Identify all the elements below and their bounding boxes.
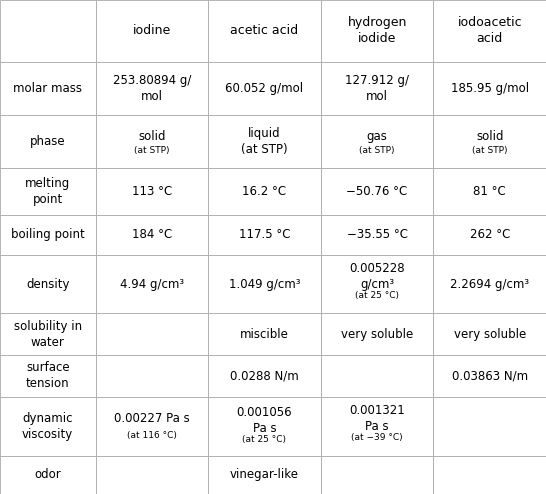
Bar [321, 115, 434, 167]
Bar [434, 254, 546, 314]
Text: surface
tension: surface tension [26, 361, 69, 390]
Bar [0, 456, 96, 494]
Bar [208, 397, 321, 456]
Text: 185.95 g/mol: 185.95 g/mol [450, 82, 529, 95]
Text: (at 25 °C): (at 25 °C) [355, 291, 399, 300]
Text: iodine: iodine [133, 24, 171, 38]
Text: 127.912 g/
mol: 127.912 g/ mol [345, 74, 409, 103]
Text: 0.001321
Pa s: 0.001321 Pa s [349, 404, 405, 433]
Bar [208, 215, 321, 254]
Text: density: density [26, 278, 69, 290]
Text: 0.03863 N/m: 0.03863 N/m [452, 370, 528, 382]
Bar [96, 397, 208, 456]
Text: gas: gas [366, 130, 388, 143]
Text: −35.55 °C: −35.55 °C [347, 228, 407, 241]
Text: (at −39 °C): (at −39 °C) [351, 433, 403, 442]
Bar [0, 314, 96, 355]
Text: 184 °C: 184 °C [132, 228, 172, 241]
Bar [434, 62, 546, 115]
Bar [434, 115, 546, 167]
Text: 4.94 g/cm³: 4.94 g/cm³ [120, 278, 184, 290]
Bar [208, 314, 321, 355]
Text: (at 116 °C): (at 116 °C) [127, 431, 177, 440]
Text: very soluble: very soluble [341, 328, 413, 340]
Bar [96, 0, 208, 62]
Text: 117.5 °C: 117.5 °C [239, 228, 290, 241]
Bar [208, 0, 321, 62]
Bar [434, 167, 546, 215]
Bar [321, 215, 434, 254]
Text: odor: odor [34, 468, 61, 481]
Text: solid: solid [476, 130, 503, 143]
Bar [0, 0, 96, 62]
Bar [321, 254, 434, 314]
Text: 16.2 °C: 16.2 °C [242, 185, 287, 198]
Bar [0, 355, 96, 397]
Bar [321, 456, 434, 494]
Bar [0, 397, 96, 456]
Bar [96, 115, 208, 167]
Text: 0.00227 Pa s: 0.00227 Pa s [114, 412, 189, 425]
Text: 253.80894 g/
mol: 253.80894 g/ mol [112, 74, 191, 103]
Bar [321, 397, 434, 456]
Bar [434, 0, 546, 62]
Bar [321, 355, 434, 397]
Text: iodoacetic
acid: iodoacetic acid [458, 16, 522, 45]
Text: 60.052 g/mol: 60.052 g/mol [225, 82, 304, 95]
Text: miscible: miscible [240, 328, 289, 340]
Text: acetic acid: acetic acid [230, 24, 299, 38]
Bar [96, 355, 208, 397]
Text: 113 °C: 113 °C [132, 185, 172, 198]
Bar [96, 62, 208, 115]
Text: boiling point: boiling point [11, 228, 85, 241]
Text: 81 °C: 81 °C [473, 185, 506, 198]
Bar [96, 215, 208, 254]
Bar [208, 355, 321, 397]
Text: liquid
(at STP): liquid (at STP) [241, 126, 288, 156]
Text: solid: solid [138, 130, 165, 143]
Text: (at STP): (at STP) [134, 146, 170, 155]
Text: vinegar-like: vinegar-like [230, 468, 299, 481]
Text: molar mass: molar mass [13, 82, 82, 95]
Bar [208, 456, 321, 494]
Text: (at 25 °C): (at 25 °C) [242, 435, 287, 444]
Bar [96, 314, 208, 355]
Text: hydrogen
iodide: hydrogen iodide [347, 16, 407, 45]
Bar [434, 397, 546, 456]
Bar [96, 254, 208, 314]
Bar [321, 314, 434, 355]
Bar [0, 167, 96, 215]
Text: 0.001056
Pa s: 0.001056 Pa s [236, 406, 292, 435]
Bar [96, 456, 208, 494]
Bar [321, 167, 434, 215]
Text: 0.0288 N/m: 0.0288 N/m [230, 370, 299, 382]
Bar [321, 62, 434, 115]
Bar [434, 456, 546, 494]
Bar [434, 355, 546, 397]
Bar [208, 62, 321, 115]
Bar [434, 314, 546, 355]
Text: −50.76 °C: −50.76 °C [347, 185, 408, 198]
Bar [0, 62, 96, 115]
Text: very soluble: very soluble [454, 328, 526, 340]
Bar [96, 167, 208, 215]
Text: 1.049 g/cm³: 1.049 g/cm³ [229, 278, 300, 290]
Bar [208, 115, 321, 167]
Text: (at STP): (at STP) [359, 146, 395, 155]
Text: 2.2694 g/cm³: 2.2694 g/cm³ [450, 278, 529, 290]
Text: (at STP): (at STP) [472, 146, 507, 155]
Text: melting
point: melting point [25, 177, 70, 206]
Bar [0, 215, 96, 254]
Text: dynamic
viscosity: dynamic viscosity [22, 412, 73, 441]
Text: solubility in
water: solubility in water [14, 320, 82, 349]
Bar [434, 215, 546, 254]
Text: 0.005228
g/cm³: 0.005228 g/cm³ [349, 262, 405, 291]
Text: 262 °C: 262 °C [470, 228, 510, 241]
Text: phase: phase [30, 135, 66, 148]
Bar [208, 167, 321, 215]
Bar [0, 254, 96, 314]
Bar [208, 254, 321, 314]
Bar [0, 115, 96, 167]
Bar [321, 0, 434, 62]
